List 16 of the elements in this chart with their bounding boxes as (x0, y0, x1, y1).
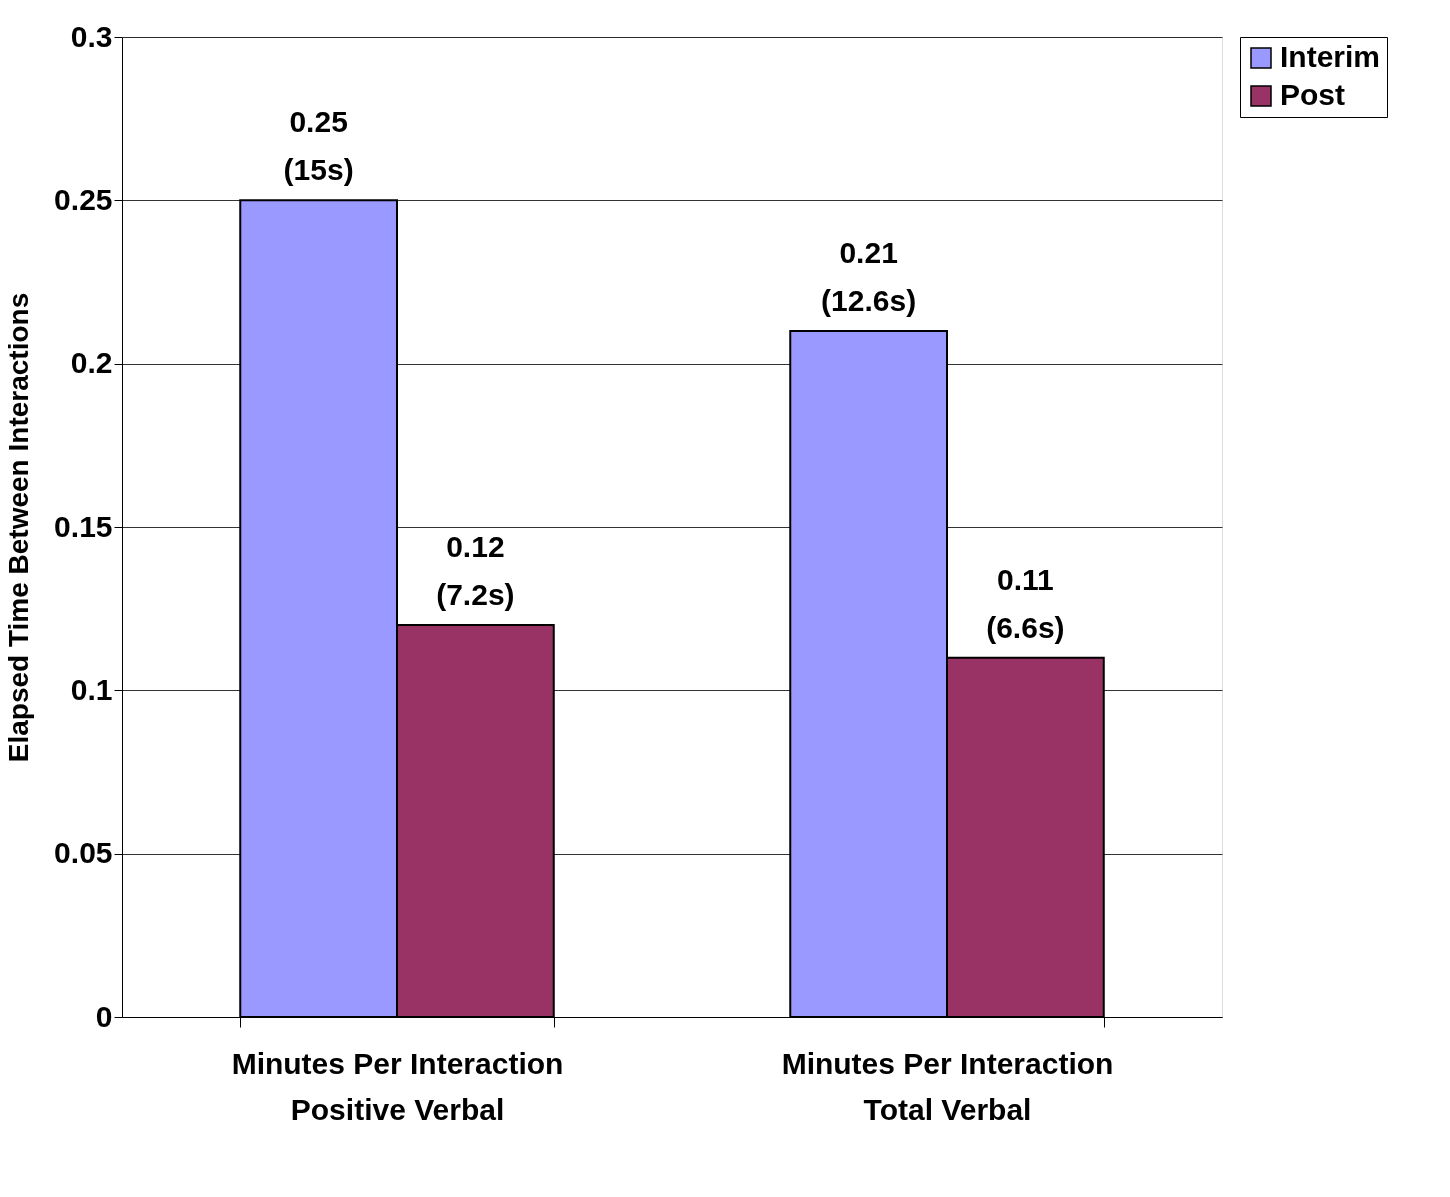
x-tick-label: Minutes Per Interaction Positive Verbal (231, 1046, 564, 1126)
legend-label: Post (1280, 78, 1346, 111)
data-label: 0.21 (12.6s) (821, 236, 917, 317)
data-label: 0.11 (6.6s) (986, 562, 1065, 644)
y-tick-label: 0.1 (70, 672, 113, 706)
y-axis-title: Elapsed Time Between Interactions (3, 292, 35, 763)
y-tick-label: 0.25 (54, 182, 113, 216)
data-label: 0.12 (7.2s) (436, 530, 515, 611)
y-tick-label: 0.2 (70, 346, 113, 380)
data-label: 0.25 (15s) (283, 105, 354, 187)
y-tick-label: 0.05 (54, 836, 113, 870)
legend-label: Interim (1280, 40, 1381, 73)
x-tick-label: Minutes Per Interaction Total Verbal (781, 1046, 1114, 1126)
y-tick-label: 0.3 (70, 19, 113, 53)
y-tick-label: 0.15 (54, 509, 113, 543)
y-tick-label: 0 (95, 999, 113, 1033)
